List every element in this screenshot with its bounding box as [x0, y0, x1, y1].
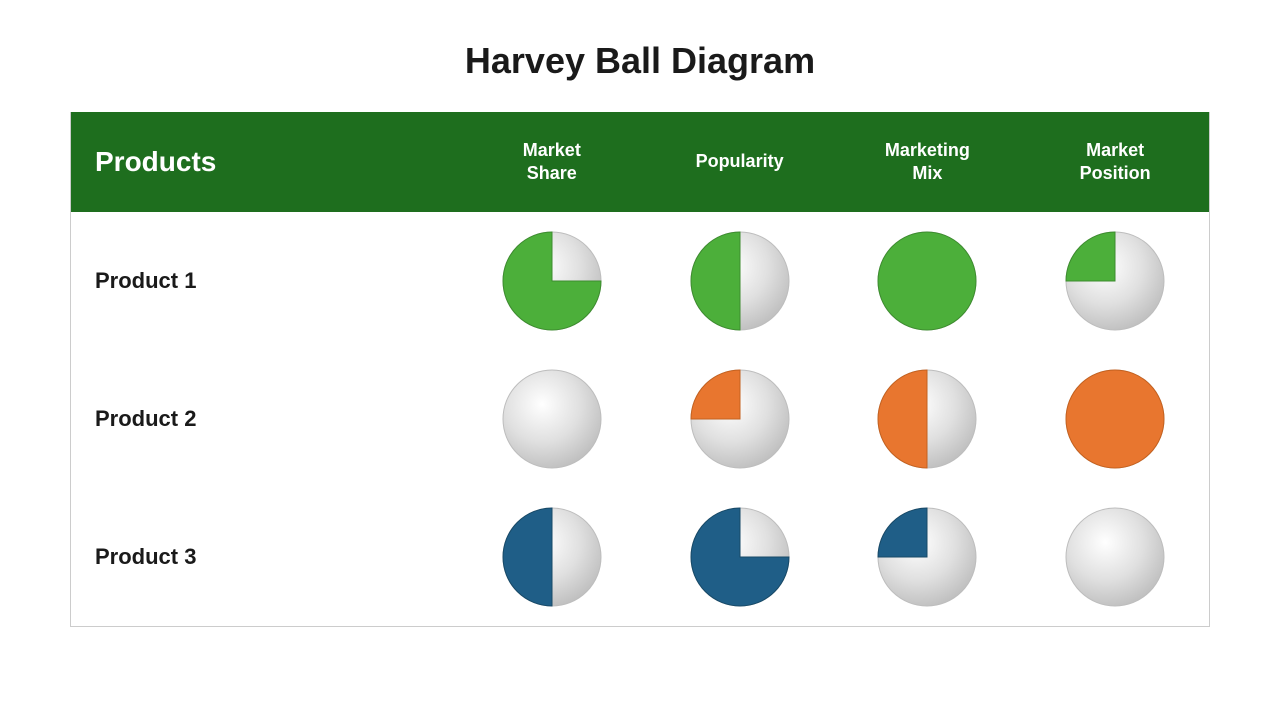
- harvey-ball-cell: [646, 231, 834, 331]
- table-row: Product 2: [71, 350, 1209, 488]
- harvey-ball-icon: [502, 231, 602, 331]
- harvey-ball-cell: [1021, 231, 1209, 331]
- header-col-marketing-mix: MarketingMix: [833, 129, 1021, 196]
- harvey-ball-cell: [833, 507, 1021, 607]
- harvey-ball-cell: [458, 369, 646, 469]
- row-label: Product 2: [71, 406, 458, 432]
- harvey-ball-icon: [877, 231, 977, 331]
- harvey-ball-icon: [502, 369, 602, 469]
- harvey-ball-cell: [1021, 507, 1209, 607]
- harvey-ball-icon: [1065, 369, 1165, 469]
- harvey-ball-cell: [458, 507, 646, 607]
- header-col-popularity: Popularity: [646, 140, 834, 183]
- harvey-ball-cell: [458, 231, 646, 331]
- harvey-ball-icon: [502, 507, 602, 607]
- row-label: Product 1: [71, 268, 458, 294]
- table-row: Product 1: [71, 212, 1209, 350]
- harvey-ball-cell: [833, 369, 1021, 469]
- diagram-container: Harvey Ball Diagram Products MarketShare…: [0, 0, 1280, 720]
- header-col-market-share: MarketShare: [458, 129, 646, 196]
- harvey-ball-icon: [690, 369, 790, 469]
- harvey-ball-icon: [877, 369, 977, 469]
- harvey-ball-cell: [646, 369, 834, 469]
- harvey-ball-cell: [833, 231, 1021, 331]
- header-col-market-position: MarketPosition: [1021, 129, 1209, 196]
- harvey-ball-cell: [646, 507, 834, 607]
- harvey-ball-table: Products MarketShare Popularity Marketin…: [70, 112, 1210, 627]
- harvey-ball-icon: [1065, 231, 1165, 331]
- harvey-ball-cell: [1021, 369, 1209, 469]
- row-label: Product 3: [71, 544, 458, 570]
- table-header-row: Products MarketShare Popularity Marketin…: [71, 112, 1209, 212]
- page-title: Harvey Ball Diagram: [465, 40, 815, 82]
- table-row: Product 3: [71, 488, 1209, 626]
- harvey-ball-icon: [877, 507, 977, 607]
- harvey-ball-icon: [690, 231, 790, 331]
- harvey-ball-icon: [690, 507, 790, 607]
- harvey-ball-icon: [1065, 507, 1165, 607]
- header-products-label: Products: [71, 126, 458, 198]
